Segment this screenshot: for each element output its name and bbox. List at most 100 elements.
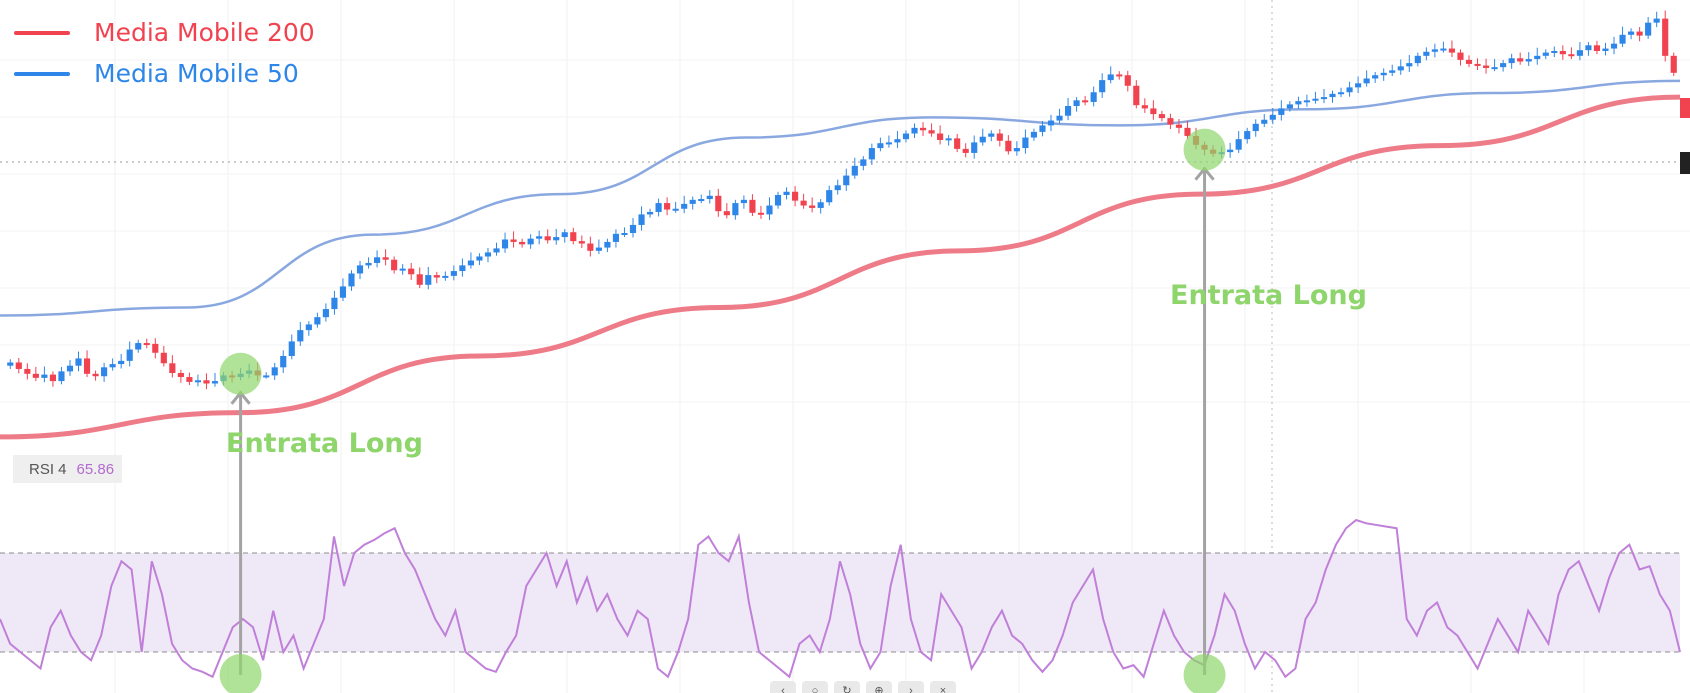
- candle-up: [843, 175, 850, 186]
- candle-up: [877, 143, 884, 149]
- candle-up: [1500, 63, 1507, 68]
- close-icon[interactable]: ×: [930, 681, 956, 693]
- candle-down: [382, 257, 389, 260]
- candle-down: [1559, 50, 1566, 55]
- candle-down: [408, 268, 415, 275]
- candle-up: [561, 232, 568, 238]
- candle-down: [587, 243, 594, 251]
- candle-up: [783, 191, 790, 195]
- candle-down: [544, 236, 551, 241]
- candle-up: [672, 208, 679, 211]
- candle-up: [314, 317, 321, 325]
- candle-up: [1551, 50, 1558, 53]
- candle-up: [1372, 75, 1379, 79]
- candle-up: [1355, 83, 1362, 88]
- candle-up: [1303, 100, 1310, 103]
- candle-up: [1602, 48, 1609, 51]
- candle-down: [15, 362, 22, 369]
- candle-up: [211, 381, 219, 384]
- entry-circle-rsi: [219, 654, 262, 693]
- candle-up: [1508, 58, 1515, 64]
- candle-down: [1448, 48, 1456, 53]
- zoom-in-icon[interactable]: ⊕: [866, 681, 892, 693]
- legend-item-ma50[interactable]: Media Mobile 50: [14, 53, 315, 94]
- candle-up: [646, 211, 654, 215]
- candle-up: [689, 199, 696, 204]
- candle-down: [919, 127, 927, 131]
- candle-down: [433, 275, 440, 278]
- ma50-swatch: [14, 71, 70, 76]
- candle-down: [203, 380, 210, 384]
- candle-up: [1056, 115, 1063, 121]
- candle-up: [638, 214, 645, 225]
- candle-down: [1474, 63, 1481, 66]
- candle-up: [612, 233, 620, 242]
- candle-up: [971, 142, 978, 153]
- candle-down: [1167, 118, 1174, 125]
- candle-up: [263, 375, 270, 378]
- candle-up: [527, 238, 534, 245]
- chart-controls: ‹ ○ ↻ ⊕ › ×: [770, 681, 956, 693]
- candle-up: [1619, 34, 1626, 44]
- candle-up: [740, 199, 747, 204]
- candle-up: [826, 190, 833, 203]
- candle-down: [715, 195, 722, 212]
- rsi-indicator-badge[interactable]: RSI 4 65.86: [13, 455, 123, 483]
- candle-up: [297, 330, 304, 342]
- candle-up: [834, 185, 841, 191]
- last-price-marker: [1680, 98, 1690, 118]
- candle-up: [1099, 80, 1106, 93]
- candle-up: [339, 286, 347, 298]
- candle-down: [92, 373, 99, 377]
- rsi-band-fill: [0, 553, 1680, 652]
- candle-up: [629, 224, 637, 234]
- candle-up: [1346, 87, 1353, 93]
- candle-up: [553, 237, 560, 241]
- candle-up: [945, 138, 952, 141]
- legend-item-ma200[interactable]: Media Mobile 200: [14, 12, 315, 53]
- candle-up: [1090, 92, 1097, 102]
- candle-up: [1337, 92, 1345, 95]
- candle-up: [1653, 18, 1660, 23]
- entry-circle-rsi: [1183, 654, 1226, 693]
- candle-up: [536, 236, 543, 239]
- candle-up: [126, 349, 133, 361]
- zoom-out-icon[interactable]: ○: [802, 681, 828, 693]
- chevron-left-icon[interactable]: ‹: [770, 681, 796, 693]
- candle-up: [706, 195, 713, 200]
- candle-down: [186, 377, 193, 382]
- candle-up: [1576, 50, 1583, 56]
- candle-down: [143, 343, 150, 346]
- candle-down: [1457, 52, 1464, 60]
- moving-averages: [0, 79, 1681, 440]
- candle-down: [1184, 127, 1191, 136]
- candle-up: [1295, 101, 1302, 105]
- rsi-value: 65.86: [76, 460, 115, 478]
- candle-up: [1525, 59, 1532, 62]
- candle-up: [1645, 22, 1652, 36]
- candle-up: [493, 248, 500, 253]
- candle-down: [954, 138, 961, 149]
- candle-down: [152, 343, 159, 353]
- candle-down: [800, 200, 807, 206]
- candle-up: [459, 265, 466, 272]
- candle-down: [1568, 54, 1575, 57]
- candle-down: [749, 199, 756, 213]
- candle-up: [1534, 55, 1541, 60]
- candle-up: [501, 239, 509, 249]
- candle-up: [894, 139, 901, 143]
- candle-up: [1628, 31, 1635, 35]
- candle-up: [442, 275, 449, 278]
- reset-icon[interactable]: ↻: [834, 681, 860, 693]
- candle-up: [655, 203, 662, 212]
- candle-up: [425, 275, 432, 285]
- chevron-right-icon[interactable]: ›: [898, 681, 924, 693]
- candle-up: [1440, 48, 1447, 51]
- candle-up: [1363, 78, 1370, 84]
- candle-up: [450, 271, 457, 276]
- candle-up: [1013, 148, 1020, 152]
- candle-up: [698, 199, 705, 202]
- candle-down: [1593, 45, 1601, 51]
- candle-down: [32, 373, 39, 378]
